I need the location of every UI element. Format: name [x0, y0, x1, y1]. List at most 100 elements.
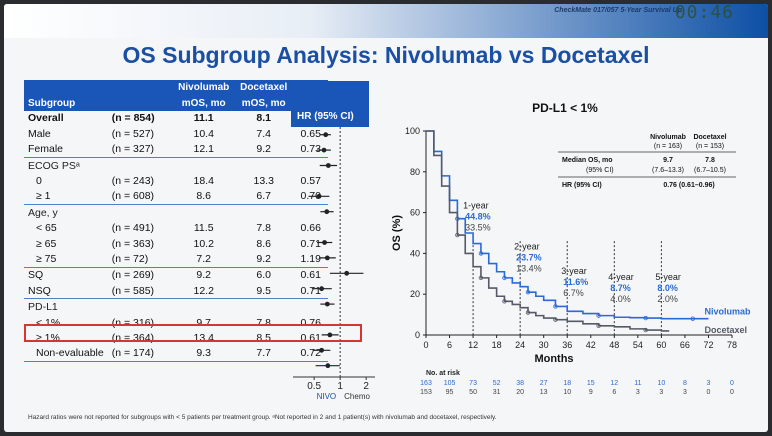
col-docetaxel: Docetaxel — [233, 80, 294, 96]
subgroup-table: Nivolumab Docetaxel Subgroup mOS, mo mOS… — [24, 80, 328, 363]
chart-title: PD-L1 < 1% — [532, 101, 598, 115]
subgroup-label: ≥ 1 — [24, 188, 108, 206]
landmark-doce-value: 2.0% — [657, 294, 678, 304]
col-subgroup: Subgroup — [24, 95, 108, 111]
censor-mark — [525, 289, 531, 295]
subgroup-n — [108, 157, 174, 173]
subgroup-n: (n = 585) — [107, 283, 174, 300]
subgroup-n: (n = 269) — [111, 269, 155, 282]
y-tick-label: 40 — [410, 248, 420, 258]
landmark-label: 3-year — [561, 266, 587, 276]
col-nivolumab: Nivolumab — [173, 80, 234, 96]
at-risk-doce-value: 10 — [563, 389, 571, 396]
x-axis-label: Months — [534, 353, 573, 365]
subgroup-n: (n = 527) — [111, 127, 155, 140]
y-tick-label: 100 — [405, 126, 420, 136]
hr-point — [324, 255, 330, 261]
hr-point — [344, 270, 350, 276]
hr-point — [324, 209, 330, 215]
at-risk-doce-value: 3 — [636, 389, 640, 396]
subgroup-n: (n = 854) — [111, 112, 155, 125]
doce-mos-value: 6.0 — [256, 269, 272, 282]
table-row: ≥ 65 (n = 363) 10.2 8.6 0.71 — [24, 236, 328, 251]
nivolumab-curve — [426, 130, 709, 320]
hr-value: 0.61 — [300, 269, 321, 282]
hr-point — [327, 332, 333, 338]
at-risk-nivo-value: 52 — [493, 380, 501, 387]
at-risk-nivo-value: 38 — [516, 380, 524, 387]
nivo-mos-value: 9.3 — [173, 345, 234, 363]
landmark-doce-value: 6.7% — [563, 288, 584, 298]
hr-point — [325, 363, 331, 369]
table-row: ≥ 1 (n = 608) 8.6 6.7 0.70 — [24, 188, 328, 206]
subgroup-n: (n = 363) — [111, 237, 155, 250]
landmark-label: 1-year — [463, 201, 489, 211]
censor-mark — [455, 232, 460, 238]
x-tick-label: 0 — [423, 340, 428, 350]
hr-value: 0.66 — [300, 222, 321, 235]
doce-mos-value: 7.4 — [256, 127, 272, 140]
subgroup-label: PD-L1 — [28, 301, 58, 314]
x-tick-label: 30 — [539, 340, 549, 350]
docetaxel-curve — [426, 130, 670, 332]
table-row: Age, y — [24, 205, 328, 221]
subgroup-n: (n = 608) — [107, 188, 174, 206]
subgroup-label: Non-evaluable — [24, 345, 108, 363]
nivo-mos-value: 7.2 — [173, 251, 234, 268]
legend-col-nivo-n: (n = 163) — [654, 143, 682, 150]
at-risk-label: No. at risk — [426, 370, 460, 377]
x-tick-label: 78 — [727, 340, 737, 350]
col-hr-ci: HR (95% CI) — [297, 111, 354, 122]
legend-row2-doce: (6.7–10.5) — [694, 167, 726, 174]
at-risk-nivo-value: 10 — [657, 380, 665, 387]
hr-point — [316, 193, 322, 199]
nivolumab-series-label: Nivolumab — [705, 307, 752, 317]
subgroup-label: Male — [28, 127, 51, 140]
censor-mark — [553, 304, 558, 309]
at-risk-doce-value: 13 — [540, 389, 548, 396]
forest-tick-label: 0.5 — [307, 381, 321, 392]
x-tick-label: 24 — [515, 340, 525, 350]
table-row: ECOG PSᵃ — [24, 157, 328, 173]
censor-mark — [502, 275, 507, 281]
table-row: ≥ 75 (n = 72) 7.2 9.2 1.19 — [24, 251, 328, 268]
x-tick-label: 42 — [586, 340, 596, 350]
subgroup-label: Female — [24, 141, 108, 158]
at-risk-doce-value: 153 — [420, 389, 432, 396]
censor-mark — [596, 323, 601, 329]
at-risk-doce-value: 9 — [589, 389, 593, 396]
at-risk-doce-value: 3 — [659, 389, 663, 396]
subgroup-n — [108, 205, 174, 221]
legend-col-nivo: Nivolumab — [650, 134, 686, 141]
doce-mos-value — [234, 299, 294, 315]
doce-mos-value — [234, 205, 294, 221]
pdl1-highlight-box — [24, 324, 362, 342]
table-row: Non-evaluable (n = 174) 9.3 7.7 0.72 — [24, 345, 328, 363]
nivo-mos-value: 11.1 — [193, 112, 214, 125]
doce-mos-value: 9.2 — [233, 141, 294, 158]
col-doce-mos: mOS, mo — [233, 95, 294, 111]
doce-mos-value: 8.1 — [256, 112, 272, 125]
x-tick-label: 36 — [562, 340, 572, 350]
hr-point — [319, 347, 325, 353]
hr-value: 0.73 — [293, 141, 328, 158]
doce-mos-value — [234, 157, 294, 173]
x-tick-label: 6 — [447, 340, 452, 350]
hr-point — [325, 163, 331, 168]
footnote: Hazard ratios were not reported for subg… — [28, 414, 497, 421]
landmark-nivo-value: 44.8% — [465, 212, 491, 222]
hr-value: 0.71 — [300, 237, 321, 250]
table-row: SQ (n = 269) 9.2 6.0 0.61 — [24, 267, 328, 283]
header-banner — [4, 4, 768, 38]
table-row: PD-L1 — [24, 299, 328, 315]
subgroup-label: ECOG PSᵃ — [28, 159, 80, 172]
subgroup-label: ≥ 65 — [36, 237, 57, 250]
table-row: NSQ (n = 585) 12.2 9.5 0.71 — [24, 283, 328, 300]
x-tick-label: 18 — [492, 340, 502, 350]
doce-mos-value: 7.8 — [256, 222, 272, 235]
nivo-mos-value: 10.4 — [193, 127, 214, 140]
hr-value: 1.19 — [293, 251, 328, 268]
legend-row3-label: HR (95% CI) — [562, 182, 602, 189]
nivo-favors-label: NIVO — [317, 392, 337, 401]
table-row: < 65 (n = 491) 11.5 7.8 0.66 — [24, 221, 328, 236]
